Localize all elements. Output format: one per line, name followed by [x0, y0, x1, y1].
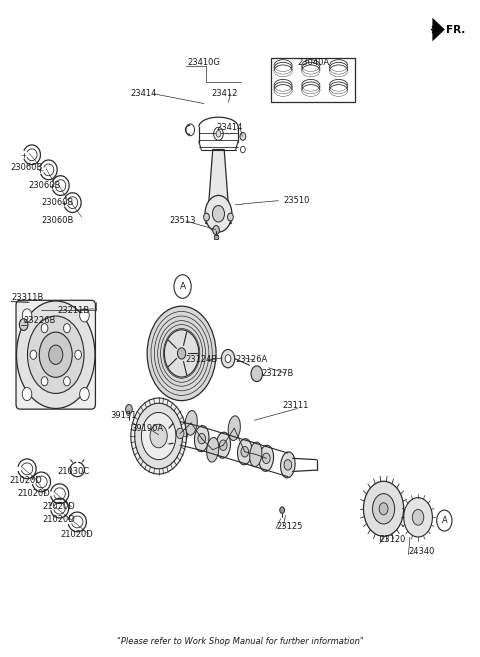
Text: 23513: 23513: [169, 216, 196, 225]
Circle shape: [126, 405, 132, 414]
Circle shape: [216, 131, 221, 137]
Text: 23040A: 23040A: [298, 58, 330, 67]
Circle shape: [221, 350, 235, 368]
Circle shape: [80, 388, 89, 401]
Circle shape: [263, 453, 270, 464]
Circle shape: [135, 403, 182, 469]
Text: 39191: 39191: [110, 411, 136, 420]
Circle shape: [147, 306, 216, 401]
Polygon shape: [205, 214, 231, 223]
Circle shape: [75, 350, 82, 359]
Text: 23226B: 23226B: [24, 316, 56, 325]
Circle shape: [142, 413, 176, 460]
Text: 23111: 23111: [282, 401, 309, 411]
Bar: [214, 235, 218, 239]
Text: 23126A: 23126A: [235, 355, 267, 365]
Circle shape: [205, 195, 232, 232]
Ellipse shape: [238, 439, 252, 464]
Circle shape: [213, 206, 225, 222]
Text: 23510: 23510: [283, 196, 310, 205]
Text: 23412: 23412: [211, 89, 238, 99]
Text: 21020D: 21020D: [43, 516, 75, 524]
Circle shape: [176, 428, 184, 439]
Ellipse shape: [206, 438, 219, 462]
FancyBboxPatch shape: [16, 300, 96, 409]
Bar: [271, 58, 355, 102]
Circle shape: [379, 503, 388, 515]
Text: 23060B: 23060B: [28, 181, 61, 190]
Circle shape: [198, 434, 205, 444]
Circle shape: [372, 493, 395, 524]
Ellipse shape: [259, 445, 274, 471]
Text: 23311B: 23311B: [11, 292, 44, 302]
Circle shape: [27, 316, 84, 394]
Ellipse shape: [185, 411, 197, 435]
Text: 23060B: 23060B: [41, 215, 74, 225]
Ellipse shape: [228, 416, 240, 440]
Circle shape: [41, 376, 48, 386]
Circle shape: [164, 330, 199, 377]
Ellipse shape: [194, 426, 209, 451]
Circle shape: [63, 376, 70, 386]
Text: 23120: 23120: [380, 535, 406, 544]
Circle shape: [284, 460, 292, 470]
Ellipse shape: [250, 442, 262, 466]
Text: A: A: [442, 516, 447, 525]
Circle shape: [412, 509, 424, 525]
Polygon shape: [432, 18, 445, 41]
Circle shape: [63, 324, 70, 333]
Circle shape: [22, 388, 32, 401]
Text: 24340: 24340: [408, 547, 435, 556]
Text: 39190A: 39190A: [131, 424, 163, 433]
Circle shape: [241, 447, 249, 457]
Text: 21030C: 21030C: [57, 467, 89, 476]
Ellipse shape: [216, 432, 230, 458]
Text: 23060B: 23060B: [10, 164, 43, 172]
Circle shape: [80, 309, 89, 322]
Text: 23127B: 23127B: [262, 369, 294, 378]
Text: FR.: FR.: [446, 24, 465, 35]
Ellipse shape: [173, 420, 187, 446]
Circle shape: [213, 225, 219, 235]
Circle shape: [228, 213, 233, 221]
Text: 23211B: 23211B: [57, 306, 89, 315]
Circle shape: [19, 319, 28, 330]
Circle shape: [39, 332, 72, 377]
Text: A: A: [180, 282, 186, 291]
Text: 23125: 23125: [276, 522, 302, 531]
Circle shape: [240, 133, 246, 141]
Text: 23124B: 23124B: [185, 355, 217, 365]
Circle shape: [251, 366, 263, 382]
Circle shape: [280, 507, 285, 513]
Circle shape: [131, 398, 186, 474]
Circle shape: [178, 348, 186, 359]
Circle shape: [41, 324, 48, 333]
Polygon shape: [208, 150, 229, 214]
Circle shape: [363, 482, 404, 536]
Text: 21020D: 21020D: [9, 476, 42, 485]
Text: 21020D: 21020D: [17, 489, 50, 498]
Circle shape: [150, 424, 167, 448]
Circle shape: [30, 350, 36, 359]
Text: "Please refer to Work Shop Manual for further information": "Please refer to Work Shop Manual for fu…: [117, 637, 363, 646]
Text: 23414: 23414: [130, 89, 156, 99]
Text: 21020D: 21020D: [43, 503, 75, 511]
Ellipse shape: [281, 452, 295, 478]
Circle shape: [404, 497, 432, 537]
Text: 23414: 23414: [216, 124, 242, 132]
Circle shape: [16, 301, 95, 409]
Circle shape: [225, 355, 231, 363]
Circle shape: [219, 440, 227, 451]
Text: 23410G: 23410G: [187, 58, 220, 67]
Circle shape: [22, 309, 32, 322]
Circle shape: [48, 345, 63, 365]
Text: 23060B: 23060B: [41, 198, 74, 207]
Circle shape: [204, 213, 209, 221]
Text: 21020D: 21020D: [60, 530, 93, 539]
